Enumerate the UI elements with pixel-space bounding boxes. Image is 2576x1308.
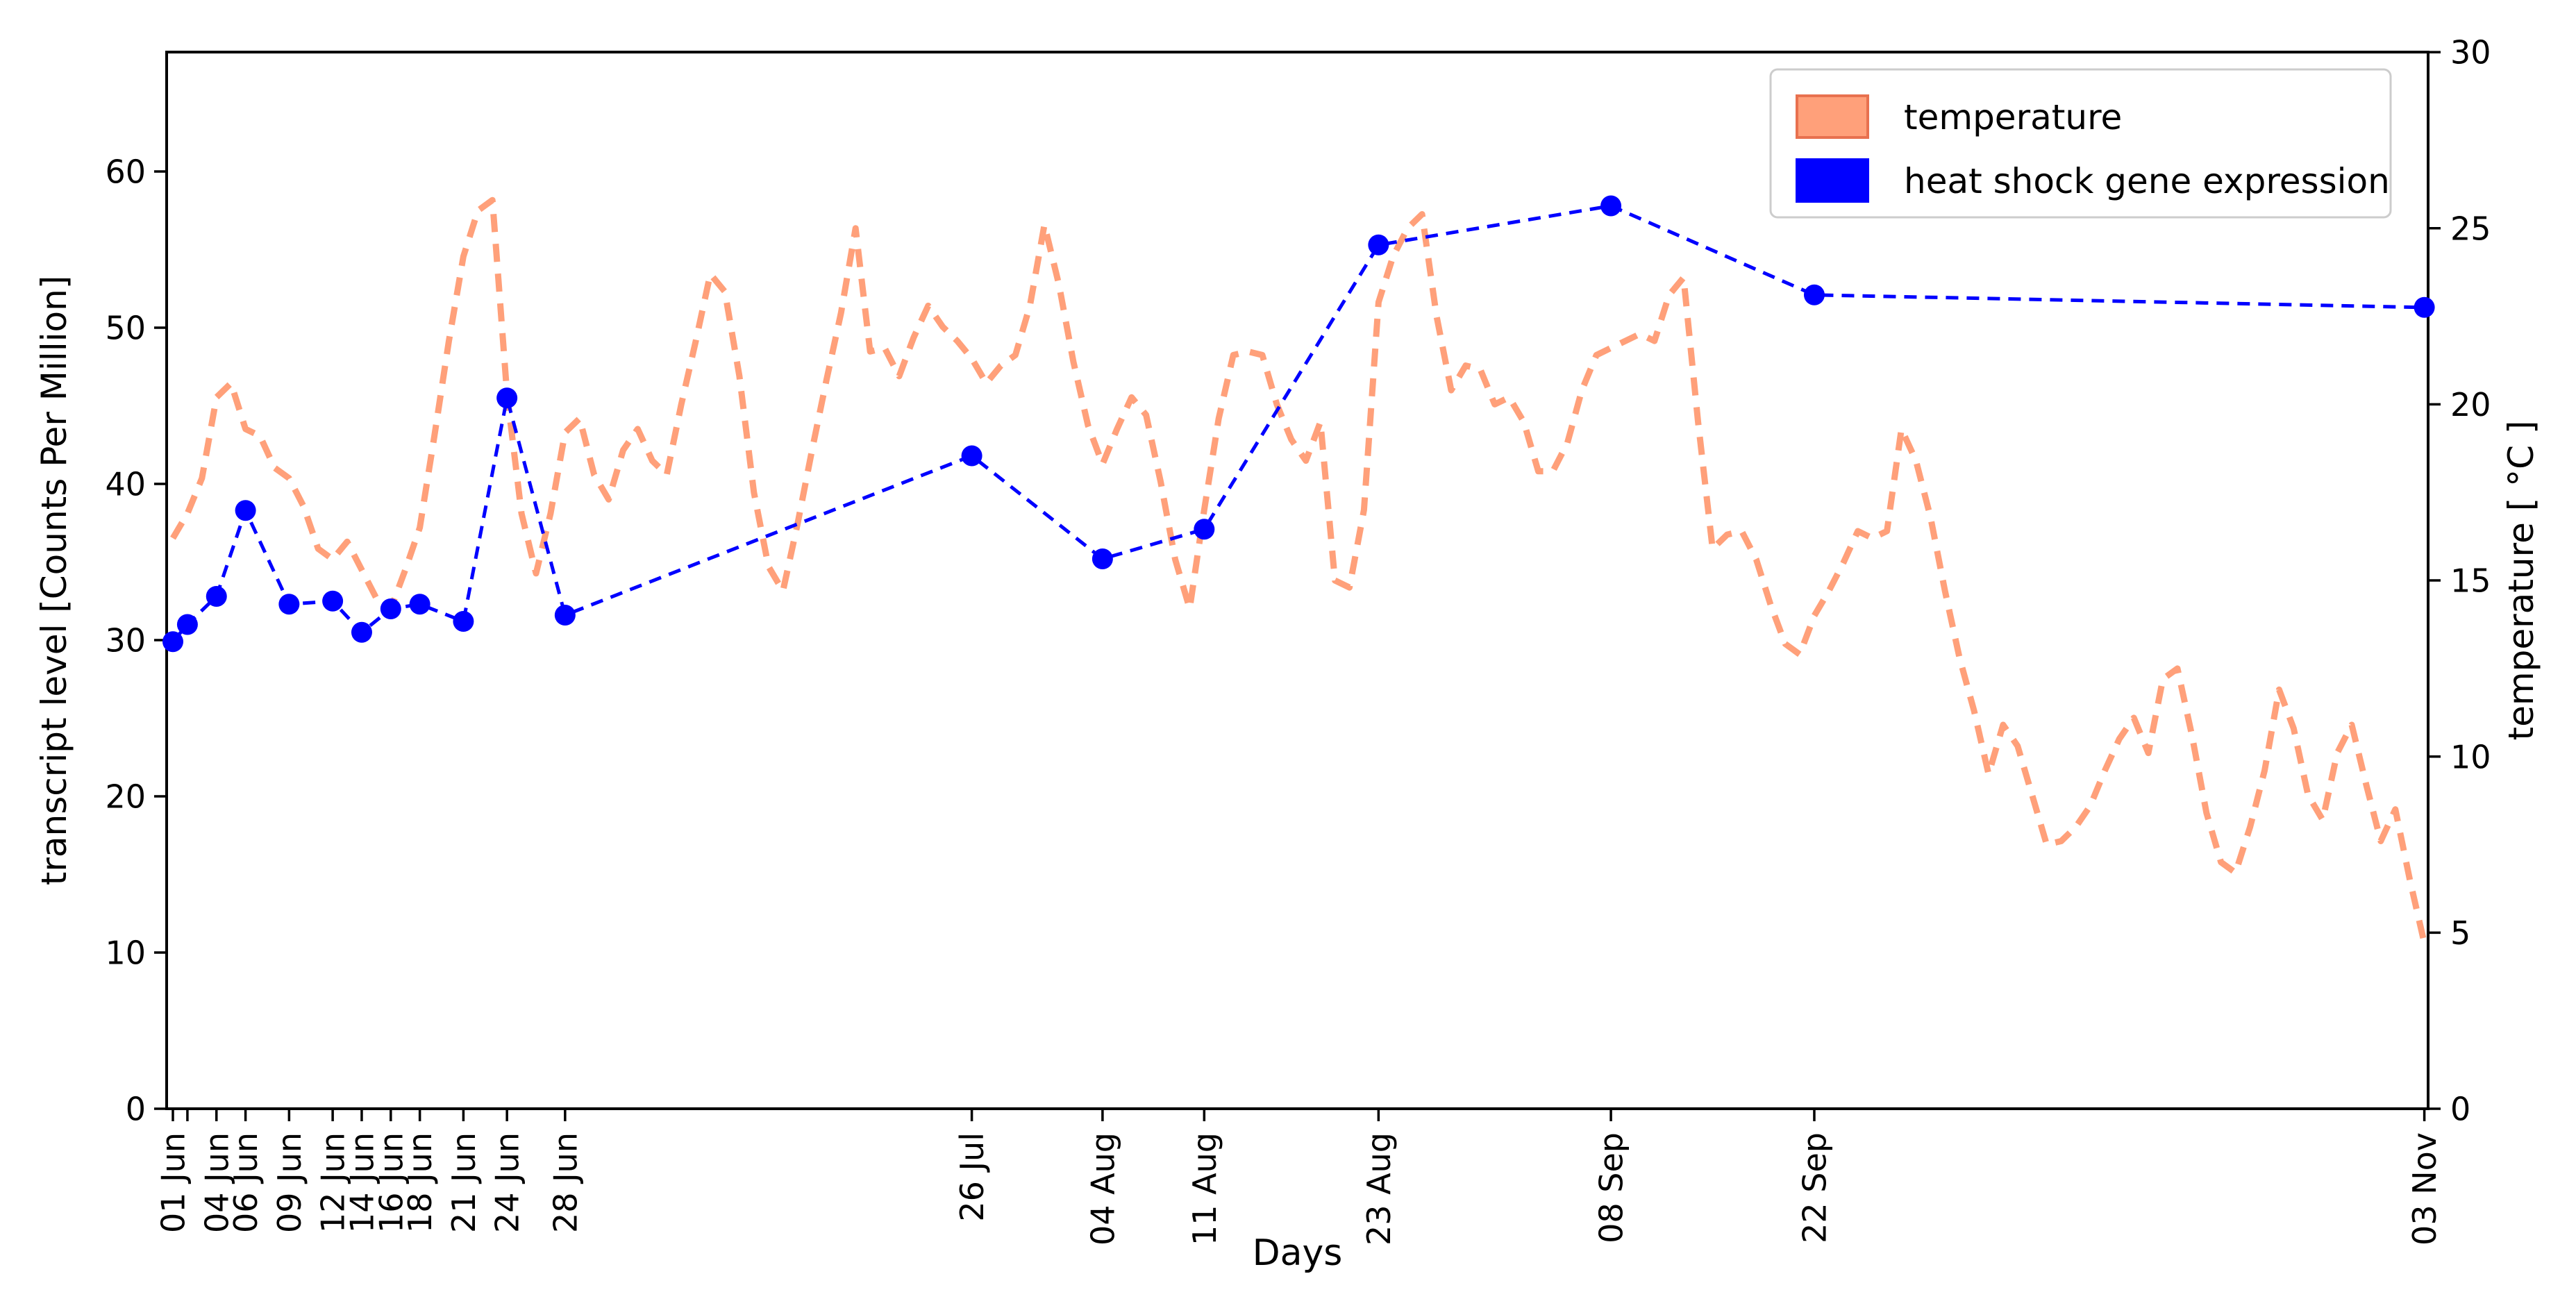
right-axis-title: temperature [ °C ] xyxy=(2501,421,2541,741)
gene-expression-point xyxy=(496,387,518,409)
gene-expression-point xyxy=(322,590,344,612)
x-axis-tick-label: 09 Jun xyxy=(271,1132,308,1233)
x-axis-tick-label: 24 Jun xyxy=(489,1132,526,1233)
legend-box xyxy=(1769,68,2392,219)
left-axis-tick-label: 10 xyxy=(105,934,146,972)
gene-expression-point xyxy=(176,614,198,635)
gene-expression-point xyxy=(278,594,300,615)
x-axis-title: Days xyxy=(1253,1232,1343,1274)
legend-label: heat shock gene expression xyxy=(1904,161,2390,201)
gene-expression-point xyxy=(409,594,430,615)
x-axis-tick-label: 11 Aug xyxy=(1186,1132,1223,1246)
right-axis-tick-label: 25 xyxy=(2450,210,2491,247)
left-axis-title: transcript level [Counts Per Million] xyxy=(34,276,74,886)
gene-expression-point xyxy=(162,631,183,653)
x-axis-tick-label: 22 Sep xyxy=(1796,1132,1834,1243)
gene-expression-point xyxy=(235,500,256,521)
right-axis-tick-label: 0 xyxy=(2450,1091,2470,1128)
legend-swatch-temperature xyxy=(1796,94,1869,139)
gene-expression-point xyxy=(380,598,401,619)
left-axis-tick-label: 30 xyxy=(105,622,146,660)
left-axis-tick-label: 0 xyxy=(126,1091,146,1128)
x-axis-tick-label: 23 Aug xyxy=(1360,1132,1398,1246)
right-axis-tick-label: 15 xyxy=(2450,562,2491,600)
x-axis-tick-label: 04 Aug xyxy=(1084,1132,1121,1246)
gene-expression-point xyxy=(961,445,982,467)
x-axis-tick-label: 01 Jun xyxy=(155,1132,192,1233)
gene-expression-point xyxy=(1600,195,1622,217)
left-axis-tick-label: 40 xyxy=(105,466,146,503)
gene-expression-point xyxy=(1803,284,1825,305)
x-axis-tick-label: 18 Jun xyxy=(401,1132,439,1233)
x-axis-tick-label: 21 Jun xyxy=(445,1132,483,1233)
legend-swatch-gene-expression xyxy=(1796,158,1869,203)
x-axis-tick-label: 12 Jun xyxy=(315,1132,352,1233)
temperature-line xyxy=(170,196,2427,944)
gene-expression-point xyxy=(206,586,227,607)
x-axis-tick-label: 08 Sep xyxy=(1593,1132,1630,1243)
left-axis-tick-label: 50 xyxy=(105,310,146,347)
gene-expression-point xyxy=(453,611,474,632)
gene-expression-point xyxy=(351,621,372,643)
gene-expression-point xyxy=(1368,234,1389,255)
x-axis-tick-label: 16 Jun xyxy=(372,1132,410,1233)
x-axis-tick-label: 28 Jun xyxy=(546,1132,584,1233)
legend-label: temperature xyxy=(1904,97,2122,137)
x-axis-tick-label: 04 Jun xyxy=(198,1132,235,1233)
gene-expression-point xyxy=(1092,548,1113,569)
gene-expression-point xyxy=(1194,519,1215,540)
gene-expression-point xyxy=(554,605,576,626)
right-axis-tick-label: 10 xyxy=(2450,738,2491,775)
left-axis-tick-label: 20 xyxy=(105,778,146,816)
x-axis-tick-label: 06 Jun xyxy=(227,1132,265,1233)
left-axis-tick-label: 60 xyxy=(105,153,146,191)
right-axis-tick-label: 20 xyxy=(2450,386,2491,424)
gene-expression-point xyxy=(2414,296,2435,318)
x-axis-tick-label: 14 Jun xyxy=(344,1132,381,1233)
right-axis-tick-label: 5 xyxy=(2450,914,2470,952)
x-axis-tick-label: 26 Jul xyxy=(953,1132,991,1222)
x-axis-tick-label: 03 Nov xyxy=(2406,1132,2443,1246)
right-axis-tick-label: 30 xyxy=(2450,34,2491,72)
